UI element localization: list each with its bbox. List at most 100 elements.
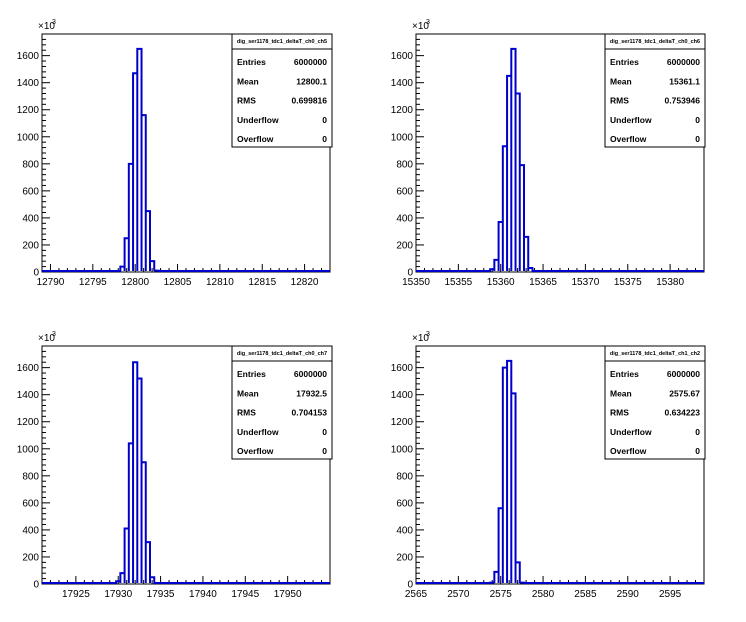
y-multiplier-label: ×10 [412, 333, 429, 344]
y-tick-label: 400 [22, 213, 39, 224]
y-tick-label: 1200 [17, 105, 40, 116]
y-tick-label: 1200 [391, 105, 414, 116]
stats-histogram-name: dig_ser1178_tdc1_deltaT_ch0_ch5 [237, 39, 327, 45]
x-tick-label: 15380 [656, 277, 684, 288]
y-tick-label: 1200 [17, 417, 40, 428]
stats-value: 6000000 [294, 369, 327, 379]
stats-value: 6000000 [667, 57, 700, 67]
x-tick-label: 15370 [572, 277, 600, 288]
stats-box: dig_ser1178_tdc1_deltaT_ch1_ch2 Entries 60… [604, 345, 706, 460]
stats-label: Overflow [237, 446, 274, 456]
stats-box-frame [604, 33, 706, 148]
stats-value: 12800.1 [296, 76, 327, 86]
stats-value: 0 [322, 134, 327, 144]
x-tick-label: 17925 [62, 589, 90, 600]
histogram-bin [503, 146, 507, 272]
histogram-bin [528, 268, 532, 272]
stats-label: Underflow [610, 427, 652, 437]
stats-box: dig_ser1178_tdc1_deltaT_ch0_ch5 Entries 60… [231, 33, 333, 148]
x-tick-label: 15350 [402, 277, 430, 288]
stats-value: 0 [695, 427, 700, 437]
histogram-bin [490, 269, 494, 272]
y-tick-label: 800 [22, 471, 39, 482]
stats-label: Overflow [237, 134, 274, 144]
histogram-pad-3: 0 200 400 600 800 1000 1200 1400 1600 ×103 17925 17… [17, 331, 333, 600]
x-tick-label: 12800 [121, 277, 149, 288]
histogram-bin [150, 577, 154, 584]
x-tick-label: 12790 [37, 277, 65, 288]
histogram-bin [499, 222, 503, 272]
histogram-bin [142, 115, 146, 272]
histogram-bin [120, 573, 124, 584]
y-tick-label: 0 [33, 580, 39, 591]
histogram-bin [150, 261, 154, 272]
histogram-bin [146, 211, 150, 272]
histogram-bin [129, 443, 133, 584]
histogram-bin [146, 542, 150, 584]
stats-label: Mean [610, 388, 632, 398]
y-tick-label: 1400 [17, 78, 40, 89]
stats-label: Mean [237, 76, 259, 86]
stats-histogram-name: dig_ser1178_tdc1_deltaT_ch0_ch7 [237, 351, 327, 357]
stats-histogram-name: dig_ser1178_tdc1_deltaT_ch1_ch2 [610, 351, 700, 357]
y-multiplier-label: ×10 [38, 333, 55, 344]
y-tick-label: 1200 [391, 417, 414, 428]
y-tick-label: 800 [396, 159, 413, 170]
stats-value: 2575.67 [669, 388, 700, 398]
stats-label: Underflow [610, 115, 652, 125]
x-tick-label: 15355 [444, 277, 472, 288]
stats-value: 0 [322, 446, 327, 456]
x-tick-label: 2575 [490, 589, 513, 600]
histogram-series-line [42, 361, 330, 584]
x-tick-label: 2570 [447, 589, 470, 600]
stats-label: Mean [610, 76, 632, 86]
y-tick-label: 200 [22, 240, 39, 251]
y-tick-label: 1600 [17, 51, 40, 62]
y-multiplier-label: ×10 [38, 21, 55, 32]
histogram-bin [133, 362, 137, 584]
y-tick-label: 400 [396, 213, 413, 224]
y-tick-label: 1000 [17, 444, 40, 455]
x-tick-label: 2580 [532, 589, 555, 600]
stats-label: Overflow [610, 134, 647, 144]
x-tick-label: 2585 [574, 589, 597, 600]
histogram-bin [520, 583, 524, 584]
histogram-bin [499, 508, 503, 584]
stats-label: RMS [237, 96, 256, 106]
stats-value: 0 [695, 446, 700, 456]
histogram-bin [520, 165, 524, 272]
histogram-bin [507, 76, 511, 272]
y-tick-label: 1600 [391, 51, 414, 62]
histogram-bin [154, 271, 158, 272]
x-tick-label: 2565 [405, 589, 428, 600]
y-tick-label: 1400 [17, 390, 40, 401]
histogram-bin [524, 237, 528, 272]
y-tick-label: 400 [22, 525, 39, 536]
stats-box: dig_ser1178_tdc1_deltaT_ch0_ch7 Entries 60… [231, 345, 333, 460]
y-tick-label: 600 [22, 186, 39, 197]
stats-label: Entries [610, 369, 639, 379]
stats-label: Underflow [237, 427, 279, 437]
y-multiplier-label: ×10 [412, 21, 429, 32]
y-tick-label: 1000 [391, 132, 414, 143]
stats-label: Underflow [237, 115, 279, 125]
y-tick-label: 1600 [391, 363, 414, 374]
stats-histogram-name: dig_ser1178_tdc1_deltaT_ch0_ch6 [610, 39, 700, 45]
y-tick-label: 1000 [391, 444, 414, 455]
histogram-bin [516, 562, 520, 584]
histogram-series-line [416, 47, 704, 272]
histogram-bin [116, 581, 120, 584]
x-tick-label: 17950 [274, 589, 302, 600]
y-tick-label: 1000 [17, 132, 40, 143]
stats-value: 0.753946 [665, 96, 701, 106]
histogram-series-line [416, 359, 704, 584]
x-tick-label: 12820 [291, 277, 319, 288]
histogram-bin [511, 393, 515, 584]
histogram-bin [125, 238, 129, 272]
stats-label: RMS [237, 408, 256, 418]
histogram-bin [516, 94, 520, 273]
stats-value: 0.699816 [292, 96, 328, 106]
x-tick-label: 2590 [617, 589, 640, 600]
histogram-bin [503, 368, 507, 584]
stats-box: dig_ser1178_tdc1_deltaT_ch0_ch6 Entries 60… [604, 33, 706, 148]
